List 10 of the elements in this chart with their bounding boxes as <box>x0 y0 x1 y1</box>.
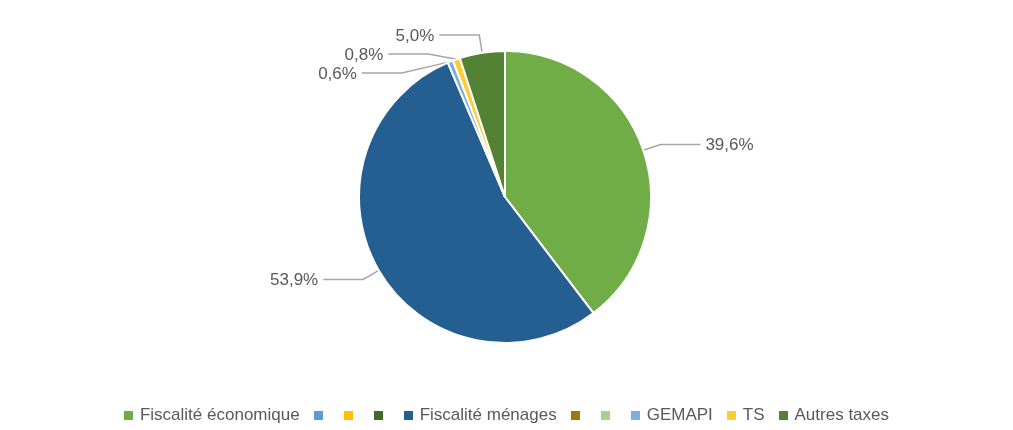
legend-label: Fiscalité ménages <box>419 405 557 425</box>
legend-label: Fiscalité économique <box>139 405 300 425</box>
data-label: 0,6% <box>318 63 357 83</box>
data-label: 39,6% <box>705 135 754 155</box>
data-label: 53,9% <box>270 269 319 289</box>
data-label: 0,8% <box>344 44 384 64</box>
data-label: 5,0% <box>395 25 435 45</box>
legend-label: TS <box>742 405 765 425</box>
legend-label: GEMAPI <box>646 405 713 425</box>
legend-label: Autres taxes <box>794 405 890 425</box>
